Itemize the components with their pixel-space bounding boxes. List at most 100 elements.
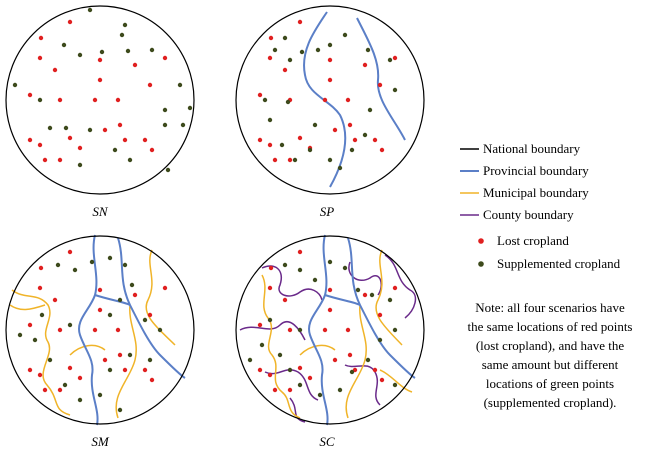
lost-cropland-point — [322, 97, 328, 103]
lost-cropland-point — [377, 82, 383, 88]
supplemented-cropland-point — [112, 147, 118, 153]
supplemented-cropland-point — [282, 35, 288, 41]
supplemented-cropland-point — [125, 48, 131, 54]
provincial-boundary-sc-1 — [308, 234, 329, 426]
note-line-4: same amount but different — [482, 357, 619, 372]
lost-cropland-point — [267, 55, 273, 61]
municipal-boundary-sc-5 — [379, 369, 413, 393]
supplemented-cropland-point — [362, 132, 368, 138]
lost-cropland-point — [287, 327, 293, 333]
lost-cropland-point — [67, 135, 73, 141]
legend-supplemented-label: Supplemented cropland — [497, 256, 621, 271]
municipal-boundary-sm-4 — [69, 344, 106, 356]
supplemented-cropland-point — [127, 352, 133, 358]
county-boundary-sc-2 — [239, 320, 306, 341]
supplemented-cropland-point — [117, 297, 123, 303]
lost-cropland-point — [57, 327, 63, 333]
panel-sp: SP — [235, 5, 425, 219]
legend-municipal-label: Municipal boundary — [483, 185, 589, 200]
lost-cropland-point — [297, 249, 303, 255]
supplemented-cropland-point — [267, 117, 273, 123]
lost-cropland-point — [27, 367, 33, 373]
lost-cropland-point — [57, 157, 63, 163]
panel-sn: SN — [5, 5, 195, 219]
lost-cropland-point — [27, 92, 33, 98]
lost-cropland-point — [27, 322, 33, 328]
supplemented-cropland-point — [392, 382, 398, 388]
lost-cropland-point — [27, 137, 33, 143]
supplemented-cropland-point — [327, 259, 333, 265]
supplemented-cropland-point — [61, 42, 67, 48]
lost-cropland-point — [122, 367, 128, 373]
municipal-boundary-sm-3 — [145, 249, 176, 346]
supplemented-cropland-point — [107, 255, 113, 261]
lost-cropland-point — [322, 327, 328, 333]
supplemented-cropland-point — [142, 317, 148, 323]
supplemented-cropland-point — [282, 262, 288, 268]
national-boundary-sn — [5, 5, 195, 195]
supplemented-cropland-point — [387, 57, 393, 63]
supplemented-cropland-point — [262, 97, 268, 103]
county-boundary-sc-1 — [261, 265, 323, 301]
supplemented-cropland-point — [315, 47, 321, 53]
lost-cropland-point — [37, 285, 43, 291]
lost-cropland-point — [267, 142, 273, 148]
lost-cropland-point — [272, 387, 278, 393]
lost-cropland-point — [37, 372, 43, 378]
lost-cropland-point — [52, 297, 58, 303]
provincial-boundary-sp-2 — [356, 17, 406, 141]
lost-cropland-point — [327, 77, 333, 83]
legend-lost-label: Lost cropland — [497, 233, 569, 248]
legend-supplemented-dot — [478, 261, 484, 267]
supplemented-cropland-point — [107, 367, 113, 373]
lost-cropland-point — [92, 327, 98, 333]
lost-cropland-point — [297, 19, 303, 25]
lost-cropland-point — [332, 127, 338, 133]
lost-cropland-point — [122, 137, 128, 143]
supplemented-cropland-point — [99, 49, 105, 55]
supplemented-cropland-point — [287, 367, 293, 373]
supplemented-cropland-point — [387, 297, 393, 303]
supplemented-cropland-point — [47, 125, 53, 131]
provincial-boundary-sc-3 — [347, 237, 416, 379]
supplemented-cropland-point — [39, 312, 45, 318]
lost-cropland-point — [149, 147, 155, 153]
lost-cropland-point — [162, 55, 168, 61]
caption-sn: SN — [92, 204, 109, 219]
supplemented-cropland-point — [77, 397, 83, 403]
supplemented-cropland-point — [297, 267, 303, 273]
caption-sp: SP — [320, 204, 335, 219]
lost-cropland-point — [379, 147, 385, 153]
municipal-boundary-sc-1 — [261, 274, 301, 419]
supplemented-cropland-point — [37, 97, 43, 103]
legend: National boundary Provincial boundary Mu… — [460, 141, 621, 271]
note-line-1: Note: all four scenarios have — [475, 300, 625, 315]
supplemented-cropland-point — [119, 32, 125, 38]
supplemented-cropland-point — [187, 105, 193, 111]
lost-cropland-point — [257, 367, 263, 373]
supplemented-cropland-point — [32, 337, 38, 343]
supplemented-cropland-point — [247, 357, 253, 363]
supplemented-cropland-point — [279, 142, 285, 148]
lost-cropland-point — [117, 122, 123, 128]
lost-cropland-point — [372, 137, 378, 143]
provincial-boundary-sm-3 — [117, 237, 186, 379]
supplemented-cropland-point — [180, 122, 186, 128]
supplemented-cropland-point — [157, 327, 163, 333]
supplemented-cropland-point — [77, 52, 83, 58]
lost-cropland-point — [132, 62, 138, 68]
lost-cropland-point — [379, 377, 385, 383]
lost-cropland-point — [392, 55, 398, 61]
provincial-boundary-sc-2 — [324, 294, 361, 306]
lost-cropland-point — [372, 367, 378, 373]
lost-cropland-point — [268, 35, 274, 41]
lost-cropland-point — [377, 312, 383, 318]
supplemented-cropland-point — [77, 162, 83, 168]
lost-cropland-point — [77, 145, 83, 151]
points-sp — [257, 19, 398, 171]
points-sc — [247, 249, 398, 398]
lost-cropland-point — [257, 137, 263, 143]
lost-cropland-point — [97, 287, 103, 293]
note-line-3: (lost cropland), and have the — [476, 338, 625, 353]
